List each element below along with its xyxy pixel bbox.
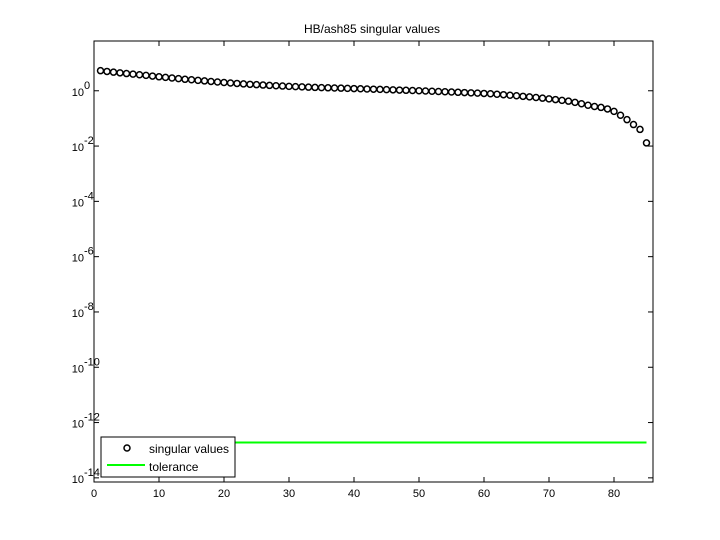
chart-title: HB/ash85 singular values	[304, 22, 440, 36]
y-tick-label-exponent: -12	[84, 412, 100, 424]
singular-value-point	[623, 115, 631, 124]
y-tick-label-exponent: -8	[84, 301, 94, 313]
y-tick-label-base: 10	[72, 197, 84, 209]
legend: singular values tolerance	[100, 436, 236, 478]
singular-value-point	[629, 120, 638, 129]
x-tick-label: 10	[153, 488, 165, 500]
singular-value-point	[642, 139, 651, 147]
y-tick-label-base: 10	[72, 142, 84, 154]
y-tick-label-base: 10	[72, 253, 84, 265]
y-tick-label-exponent: 0	[84, 80, 90, 92]
singular-value-point	[577, 99, 586, 108]
x-tick-label: 50	[413, 488, 425, 500]
x-tick-label: 0	[91, 488, 97, 500]
x-tick-label: 30	[283, 488, 295, 500]
legend-label-singular-values: singular values	[149, 442, 229, 456]
y-tick-label-exponent: -14	[84, 467, 100, 479]
x-axis-ticks: 0 10 20 30 40 50 60 70 80	[91, 41, 620, 500]
y-tick-label-exponent: -4	[84, 190, 94, 202]
y-tick-label-exponent: -6	[84, 246, 94, 258]
y-tick-label-base: 10	[72, 87, 84, 99]
singular-value-point	[616, 111, 625, 120]
x-tick-label: 40	[348, 488, 360, 500]
singular-value-point	[636, 125, 644, 134]
y-tick-label-exponent: -2	[84, 135, 94, 147]
x-tick-label: 70	[543, 488, 555, 500]
legend-box	[100, 436, 236, 478]
legend-marker-singular-values	[123, 444, 131, 452]
singular-value-point	[597, 103, 605, 112]
y-tick-label-base: 10	[72, 363, 84, 375]
y-tick-label-base: 10	[72, 474, 84, 486]
x-tick-label: 60	[478, 488, 490, 500]
x-tick-label: 80	[608, 488, 620, 500]
plot-area	[93, 40, 654, 483]
legend-label-tolerance: tolerance	[149, 460, 199, 474]
y-tick-label-exponent: -10	[84, 356, 100, 368]
y-tick-label-base: 10	[72, 308, 84, 320]
y-tick-label-base: 10	[72, 419, 84, 431]
singular-value-point	[603, 105, 612, 113]
singular-value-point	[610, 107, 618, 116]
x-tick-label: 20	[218, 488, 230, 500]
